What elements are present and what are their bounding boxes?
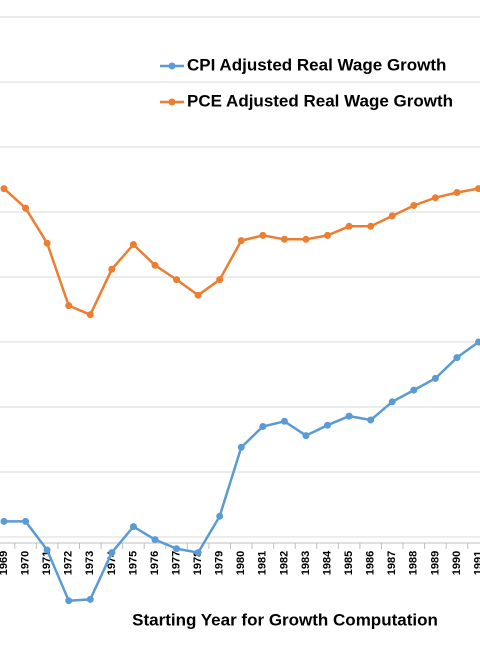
x-tick-label: 1983 [300,551,312,575]
data-point [108,265,116,273]
data-point [22,517,30,525]
data-point [388,212,396,220]
x-tick-label: 1985 [343,551,355,575]
x-axis-title: Starting Year for Growth Computation [132,610,438,629]
x-tick-label: 1988 [408,551,420,575]
data-point [129,241,137,248]
legend-marker [168,62,176,70]
data-point [259,231,267,239]
x-tick-label: 1989 [429,551,441,575]
x-tick-label: 1979 [214,551,226,575]
legend-label: PCE Adjusted Real Wage Growth [187,91,453,110]
x-tick-label: 1976 [149,551,161,575]
x-tick-label: 1973 [84,551,96,575]
data-point [43,546,51,554]
data-point [129,523,137,531]
data-point [237,237,245,245]
data-point [367,416,375,424]
data-point [453,354,461,362]
data-point [345,222,353,230]
data-point [475,338,480,346]
data-point [86,311,94,319]
x-tick-label: 1977 [170,551,182,575]
x-tick-label: 1980 [235,551,247,575]
x-tick-label: 1982 [278,551,290,575]
x-tick-label: 1981 [257,551,269,575]
data-point [302,432,310,440]
series-line [3,187,479,317]
x-tick-label: 1970 [19,551,31,575]
x-tick-label: 1987 [386,551,398,575]
x-tick-label: 1972 [63,551,75,575]
data-point [475,185,480,193]
data-point [280,417,288,425]
x-tick-label: 1971 [41,551,53,575]
data-point [65,302,73,310]
data-point [194,291,202,299]
x-tick-label: 1975 [127,551,139,575]
x-tick-label: 1984 [321,550,333,575]
x-tick-label: 1990 [451,551,463,575]
data-point [65,597,73,605]
legend-label: CPI Adjusted Real Wage Growth [187,55,446,74]
data-point [280,235,288,243]
data-point [324,231,332,239]
data-point [388,398,396,406]
data-point [86,595,94,603]
data-point [259,423,267,430]
x-tick-label: 1974 [106,550,118,575]
x-tick-label: 1969 [0,551,10,575]
data-point [151,536,159,544]
data-point [0,517,8,525]
data-point [410,202,418,209]
data-point [410,386,418,394]
data-point [43,239,51,247]
data-point [151,261,159,269]
data-point [367,222,375,230]
data-point [216,276,224,284]
data-point [324,421,332,429]
data-point [302,235,310,243]
x-tick-label: 1978 [192,551,204,575]
data-point [216,512,224,520]
data-point [173,545,181,553]
x-tick-label: 1986 [365,551,377,575]
data-point [173,276,181,284]
data-point [194,549,202,557]
data-point [453,189,461,196]
data-point [431,194,439,202]
data-point [108,549,116,557]
data-point [237,443,245,451]
data-point [431,374,439,382]
legend-marker [168,98,176,106]
data-point [0,185,8,193]
data-point [22,204,30,212]
x-tick-label: 1991 [472,551,480,575]
data-point [345,412,353,420]
